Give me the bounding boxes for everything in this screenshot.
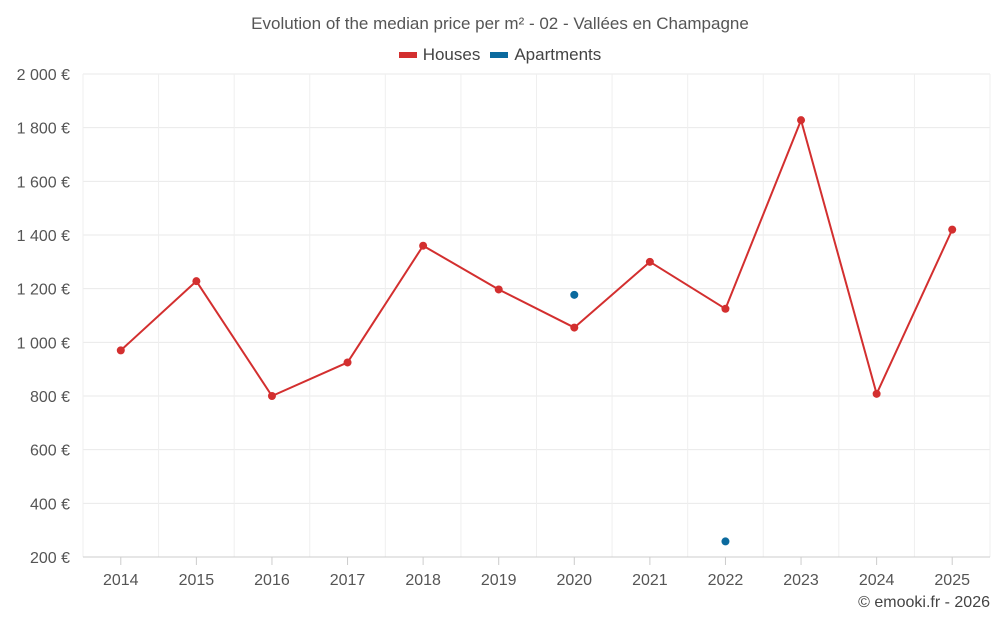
data-point-houses[interactable]: [872, 389, 881, 398]
data-point-houses[interactable]: [343, 358, 352, 367]
y-tick-label: 1 200 €: [17, 282, 70, 299]
x-tick-label: 2019: [481, 572, 517, 589]
data-point-houses[interactable]: [570, 323, 579, 332]
x-tick-label: 2023: [783, 572, 819, 589]
x-tick-label: 2024: [859, 572, 895, 589]
data-point-houses[interactable]: [116, 346, 125, 355]
y-tick-label: 1 600 €: [17, 174, 70, 191]
data-point-apartments[interactable]: [721, 537, 730, 546]
legend-label-houses: Houses: [422, 45, 481, 64]
data-point-houses[interactable]: [494, 285, 503, 294]
legend-swatch-houses: [398, 52, 417, 58]
chart-title: Evolution of the median price per m² - 0…: [251, 14, 749, 33]
legend-label-apartments: Apartments: [514, 45, 602, 64]
legend-swatch-apartments: [490, 52, 509, 58]
x-tick-label: 2025: [934, 572, 970, 589]
y-tick-label: 1 400 €: [17, 228, 70, 245]
y-tick-label: 2 000 €: [17, 67, 70, 84]
x-tick-label: 2015: [179, 572, 215, 589]
legend-item-houses[interactable]: Houses: [398, 45, 481, 65]
y-tick-label: 600 €: [30, 443, 70, 460]
legend-item-apartments[interactable]: Apartments: [490, 45, 601, 65]
series-line-houses: [120, 119, 954, 397]
data-point-houses[interactable]: [192, 277, 201, 286]
chart-axes: 200 € 400 € 600 € 800 € 1 000 € 1 200 € 1 400 …: [17, 67, 990, 589]
y-tick-label: 200 €: [30, 550, 70, 567]
data-point-houses[interactable]: [267, 392, 276, 400]
y-tick-label: 1 000 €: [17, 335, 70, 352]
x-tick-label: 2018: [405, 572, 441, 589]
data-point-houses[interactable]: [419, 241, 428, 250]
y-tick-label: 800 €: [30, 389, 70, 406]
x-tick-label: 2014: [103, 572, 139, 589]
data-point-apartments[interactable]: [570, 290, 579, 299]
chart-legend: Houses Apartments: [0, 45, 1000, 65]
x-tick-label: 2021: [632, 572, 668, 589]
data-point-houses[interactable]: [721, 304, 730, 313]
x-tick-label: 2017: [330, 572, 366, 589]
data-point-houses[interactable]: [948, 225, 957, 234]
data-point-houses[interactable]: [645, 257, 654, 266]
x-tick-label: 2020: [556, 572, 592, 589]
data-point-houses[interactable]: [797, 116, 806, 125]
x-tick-label: 2016: [254, 572, 290, 589]
chart-series: [116, 116, 957, 546]
y-tick-label: 400 €: [30, 496, 70, 513]
x-tick-label: 2022: [708, 572, 744, 589]
copyright-footer: © emooki.fr - 2026: [858, 594, 990, 611]
y-tick-label: 1 800 €: [17, 121, 70, 138]
chart-grid: [82, 73, 991, 558]
